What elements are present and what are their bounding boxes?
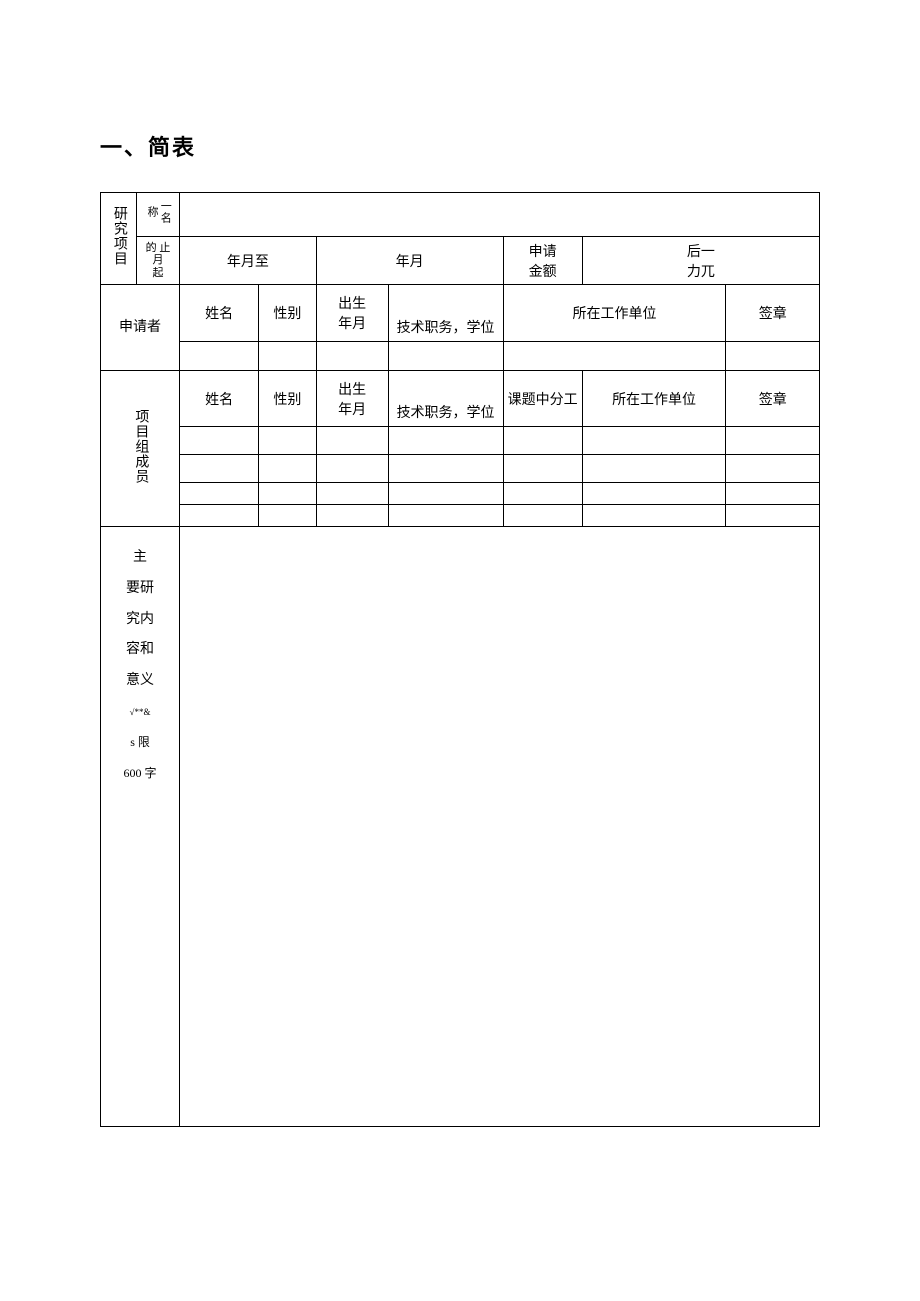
- period-label: 的 止月起: [136, 237, 179, 285]
- table-row: [503, 427, 582, 455]
- applicant-sign-header: 签章: [726, 285, 820, 342]
- members-label: 项目组成员: [101, 371, 180, 527]
- applicant-birth-value: [316, 342, 388, 371]
- table-row: [180, 483, 259, 505]
- period-from: 年月至: [180, 237, 317, 285]
- table-row: [388, 455, 503, 483]
- table-row: [503, 505, 582, 527]
- table-row: [726, 427, 820, 455]
- amount-label: 申请金额: [503, 237, 582, 285]
- table-row: [726, 505, 820, 527]
- project-name-value: [180, 193, 820, 237]
- research-project-label: 研究项目: [101, 193, 137, 285]
- content-body: [180, 527, 820, 1127]
- form-table: 研究项目 一名称 的 止月起 年月至 年月 申请金额 后一力兀 申请者 姓名 性…: [100, 192, 820, 1127]
- table-row: [726, 455, 820, 483]
- name-label-cell: 一名称: [136, 193, 179, 237]
- member-unit-header: 所在工作单位: [582, 371, 726, 427]
- member-birth-header: 出生年月: [316, 371, 388, 427]
- applicant-name-value: [180, 342, 259, 371]
- applicant-unit-header: 所在工作单位: [503, 285, 726, 342]
- applicant-title-value: [388, 342, 503, 371]
- applicant-sign-value: [726, 342, 820, 371]
- applicant-title-header: 技术职务，学位: [388, 285, 503, 342]
- table-row: [582, 427, 726, 455]
- table-row: [259, 505, 317, 527]
- applicant-gender-header: 性别: [259, 285, 317, 342]
- content-label: 主 要研 究内 容和 意义 √**& s 限600 字: [101, 527, 180, 1127]
- table-row: [180, 505, 259, 527]
- applicant-birth-header: 出生年月: [316, 285, 388, 342]
- applicant-gender-value: [259, 342, 317, 371]
- period-to: 年月: [316, 237, 503, 285]
- table-row: [503, 483, 582, 505]
- member-title-header: 技术职务，学位: [388, 371, 503, 427]
- table-row: [259, 455, 317, 483]
- member-sign-header: 签章: [726, 371, 820, 427]
- member-gender-header: 性别: [259, 371, 317, 427]
- table-row: [726, 483, 820, 505]
- table-row: [180, 455, 259, 483]
- table-row: [388, 427, 503, 455]
- applicant-name-header: 姓名: [180, 285, 259, 342]
- page-title: 一、简表: [100, 130, 820, 162]
- table-row: [388, 483, 503, 505]
- table-row: [259, 483, 317, 505]
- applicant-label: 申请者: [101, 285, 180, 371]
- table-row: [180, 427, 259, 455]
- table-row: [582, 483, 726, 505]
- table-row: [316, 427, 388, 455]
- table-row: [582, 505, 726, 527]
- amount-unit: 后一力兀: [582, 237, 819, 285]
- table-row: [388, 505, 503, 527]
- table-row: [503, 455, 582, 483]
- applicant-unit-value: [503, 342, 726, 371]
- member-name-header: 姓名: [180, 371, 259, 427]
- table-row: [316, 505, 388, 527]
- table-row: [316, 483, 388, 505]
- table-row: [582, 455, 726, 483]
- member-division-header: 课题中分工: [503, 371, 582, 427]
- table-row: [316, 455, 388, 483]
- table-row: [259, 427, 317, 455]
